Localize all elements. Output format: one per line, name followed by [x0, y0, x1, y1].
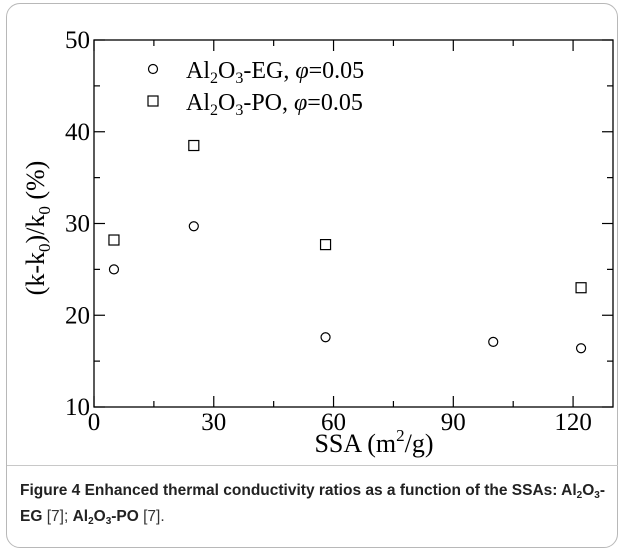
- data-point-series-1-1: [188, 139, 200, 152]
- y-tick-label: 40: [65, 119, 90, 146]
- caption-ref-2[interactable]: [7].: [138, 508, 165, 525]
- data-point-series-0-0: [108, 264, 120, 275]
- data-point-series-1-2: [319, 239, 332, 251]
- caption-lead: Figure 4 Enhanced thermal conductivity r…: [20, 482, 562, 499]
- scatter-chart: 0 30 60 90 120 10 20 30 40 50 (k-k0)/k0 (%) SSA …: [21, 27, 614, 458]
- y-tick-label: 10: [65, 394, 90, 421]
- data-point-series-1-3: [575, 282, 587, 294]
- figure-frame: [6, 3, 618, 548]
- caption-ref-1[interactable]: [7];: [42, 508, 73, 525]
- caption-material-po: Al2O3-PO: [72, 508, 139, 527]
- data-point-series-1-0: [108, 234, 120, 246]
- y-axis-label: (k-k0)/k0 (%): [21, 161, 54, 296]
- y-tick-label: 50: [65, 27, 90, 54]
- y-tick-label: 30: [65, 211, 90, 238]
- legend-entry-po: Al2O3-PO, φ=0.05: [186, 90, 363, 119]
- x-tick-label: 60: [321, 409, 346, 436]
- x-tick-label: 90: [441, 409, 466, 436]
- legend-entry-eg: Al2O3-EG, φ=0.05: [186, 58, 364, 87]
- legend: Al2O3-EG, φ=0.05 Al2O3-PO, φ=0.05: [147, 58, 364, 119]
- legend-marker-square: [147, 95, 159, 107]
- y-tick-label: 20: [65, 302, 90, 329]
- x-axis-label: SSA (m2/g): [314, 426, 433, 458]
- x-tick-label: 120: [554, 409, 592, 436]
- caption-divider: [7, 465, 618, 466]
- caption-material-eg: Al2O3-EG: [20, 482, 606, 525]
- data-point-series-0-4: [575, 343, 587, 354]
- legend-marker-circle: [147, 63, 159, 75]
- x-tick-label: 30: [201, 409, 226, 436]
- figure-caption: Figure 4 Enhanced thermal conductivity r…: [20, 478, 612, 530]
- x-tick-label: 0: [88, 409, 101, 436]
- data-point-series-0-2: [320, 332, 331, 343]
- data-point-series-0-1: [188, 221, 199, 232]
- data-point-series-0-3: [488, 336, 499, 347]
